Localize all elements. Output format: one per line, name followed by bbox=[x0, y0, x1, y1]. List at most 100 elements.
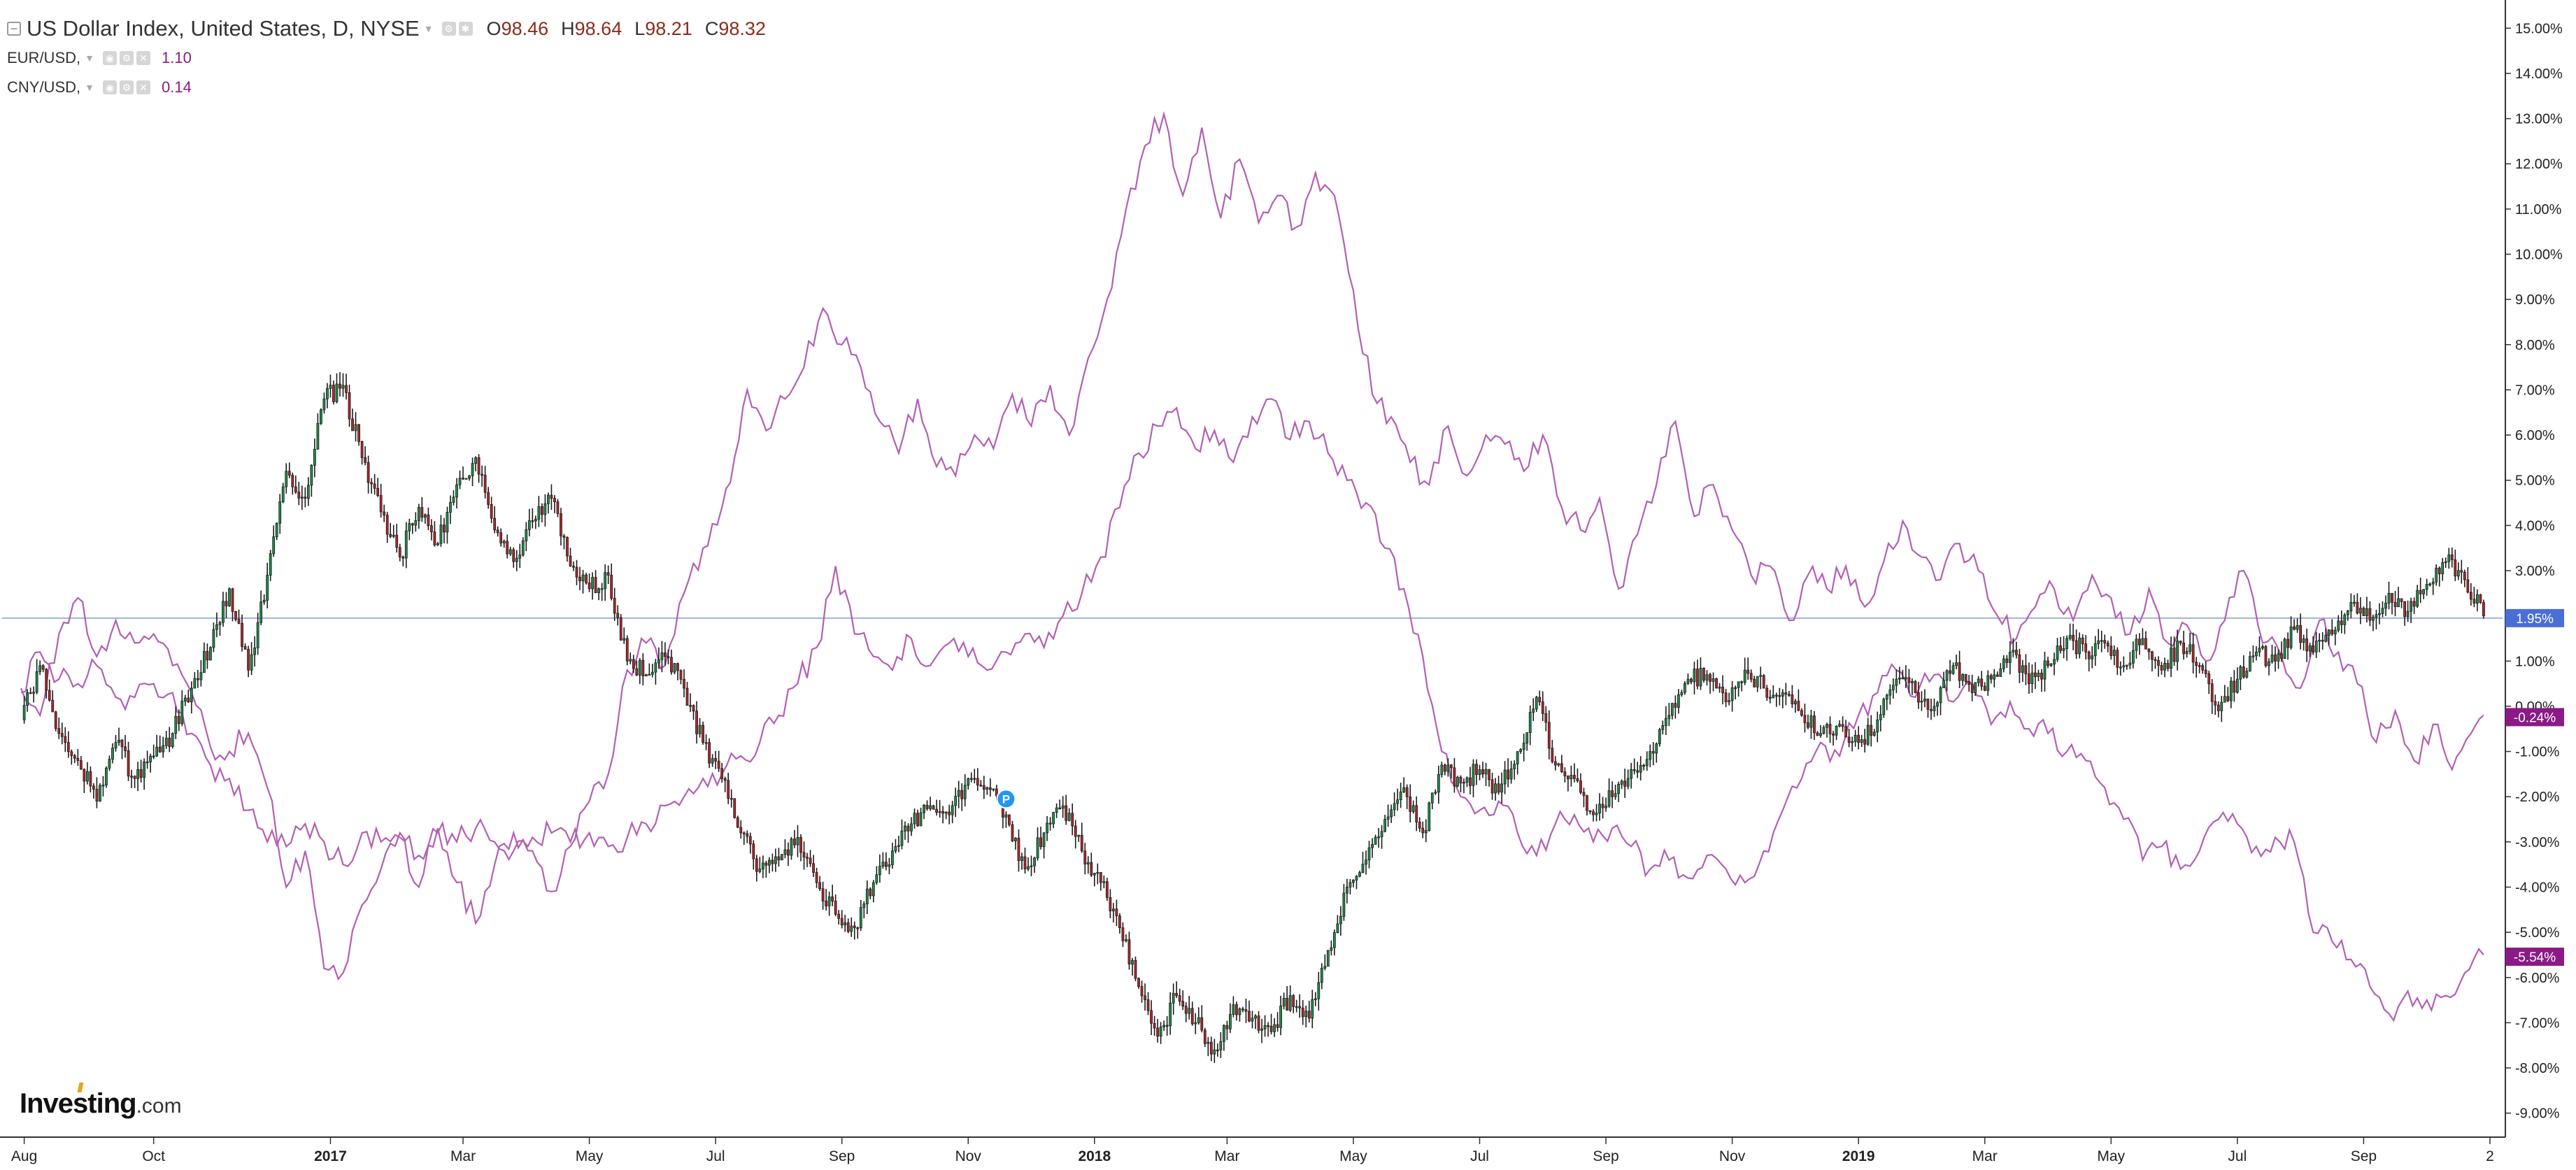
candle bbox=[401, 555, 405, 566]
candle bbox=[70, 749, 73, 765]
candle bbox=[641, 653, 645, 686]
candle bbox=[149, 753, 152, 773]
candle bbox=[1570, 765, 1573, 787]
candle bbox=[212, 622, 215, 652]
candle bbox=[888, 857, 891, 875]
candle bbox=[1336, 915, 1339, 934]
candle bbox=[1740, 680, 1744, 692]
dropdown-icon[interactable]: ▼ bbox=[85, 52, 94, 64]
candle bbox=[2008, 641, 2012, 675]
legend-overlay-cnyusd: CNY/USD, ▼ ◉ ⚙ ✕ 0.14 bbox=[7, 73, 766, 102]
candle bbox=[2141, 628, 2144, 645]
candle bbox=[105, 766, 108, 788]
candle bbox=[1724, 689, 1728, 708]
candle bbox=[2318, 633, 2321, 652]
candle bbox=[1320, 963, 1323, 990]
candle bbox=[1923, 689, 1926, 708]
candle bbox=[1235, 1001, 1238, 1021]
candle bbox=[152, 744, 155, 759]
candle bbox=[1857, 726, 1860, 750]
settings-icon[interactable]: ⚙ bbox=[119, 51, 134, 65]
candle bbox=[1759, 666, 1763, 690]
candle bbox=[2081, 634, 2084, 652]
candle bbox=[1847, 729, 1851, 748]
candle bbox=[1503, 761, 1507, 794]
candle bbox=[1286, 986, 1289, 1011]
candle bbox=[1866, 718, 1870, 746]
candle bbox=[272, 525, 276, 557]
candle bbox=[1355, 875, 1358, 890]
candle bbox=[2084, 635, 2088, 660]
settings-icon[interactable]: ⚙ bbox=[441, 22, 456, 36]
collapse-icon[interactable]: − bbox=[7, 22, 21, 36]
candle bbox=[1463, 778, 1465, 794]
candle bbox=[562, 534, 566, 550]
candle bbox=[1939, 685, 1942, 715]
candle bbox=[73, 754, 76, 764]
candle bbox=[1721, 675, 1724, 705]
candle bbox=[155, 734, 159, 757]
candle bbox=[2204, 661, 2207, 678]
candle bbox=[455, 478, 458, 508]
candle bbox=[1367, 841, 1371, 869]
candle bbox=[1891, 678, 1895, 699]
candle bbox=[1557, 762, 1560, 767]
candle bbox=[2397, 587, 2400, 608]
candle bbox=[941, 806, 945, 824]
candle bbox=[101, 776, 105, 797]
dropdown-icon[interactable]: ▼ bbox=[423, 23, 434, 34]
candle bbox=[1507, 758, 1510, 787]
candle bbox=[1225, 1020, 1229, 1041]
candle bbox=[1582, 787, 1586, 808]
settings-icon[interactable]: ⚙ bbox=[119, 80, 134, 94]
candle bbox=[1330, 940, 1333, 956]
candle bbox=[846, 918, 850, 934]
candle bbox=[2122, 656, 2126, 673]
candle bbox=[1232, 996, 1235, 1018]
candle bbox=[875, 866, 878, 885]
dropdown-icon[interactable]: ▼ bbox=[85, 82, 94, 93]
eye-icon[interactable]: ◉ bbox=[102, 80, 117, 94]
candle bbox=[1184, 1001, 1188, 1022]
candle bbox=[695, 701, 698, 744]
candle bbox=[247, 645, 250, 678]
y-tick-label: 6.00% bbox=[2515, 428, 2555, 443]
candle bbox=[1209, 1036, 1213, 1062]
gear-icon[interactable]: ✱ bbox=[458, 22, 473, 36]
candle bbox=[1254, 1014, 1257, 1029]
candle bbox=[1519, 748, 1523, 754]
candle bbox=[1870, 715, 1873, 747]
close-icon[interactable]: ✕ bbox=[136, 80, 150, 94]
candle bbox=[982, 776, 985, 799]
close-icon[interactable]: ✕ bbox=[136, 51, 150, 65]
candle bbox=[2106, 640, 2109, 652]
candle bbox=[2245, 667, 2249, 679]
candle bbox=[1920, 691, 1923, 711]
candle bbox=[550, 484, 553, 511]
candle bbox=[1983, 682, 1986, 692]
candle bbox=[736, 815, 739, 829]
candle bbox=[1639, 756, 1642, 781]
candle bbox=[262, 594, 266, 605]
x-tick-label: Mar bbox=[1972, 1148, 1998, 1164]
candle bbox=[1083, 843, 1087, 875]
candle bbox=[600, 583, 604, 601]
candle bbox=[2040, 669, 2043, 692]
eye-icon[interactable]: ◉ bbox=[102, 51, 117, 65]
candle bbox=[2093, 636, 2097, 666]
candle bbox=[481, 465, 484, 487]
candle bbox=[1194, 1013, 1197, 1034]
candle bbox=[1699, 657, 1702, 690]
x-tick-label: 2019 bbox=[1842, 1148, 1875, 1164]
candle bbox=[1086, 856, 1090, 874]
candle bbox=[332, 380, 335, 405]
event-marker[interactable]: P bbox=[996, 789, 1016, 809]
candle bbox=[727, 773, 730, 804]
candle bbox=[689, 693, 692, 713]
candle bbox=[95, 777, 99, 808]
candle bbox=[1693, 662, 1696, 695]
candle bbox=[923, 804, 925, 820]
candle bbox=[610, 563, 613, 601]
candle bbox=[2340, 610, 2343, 634]
